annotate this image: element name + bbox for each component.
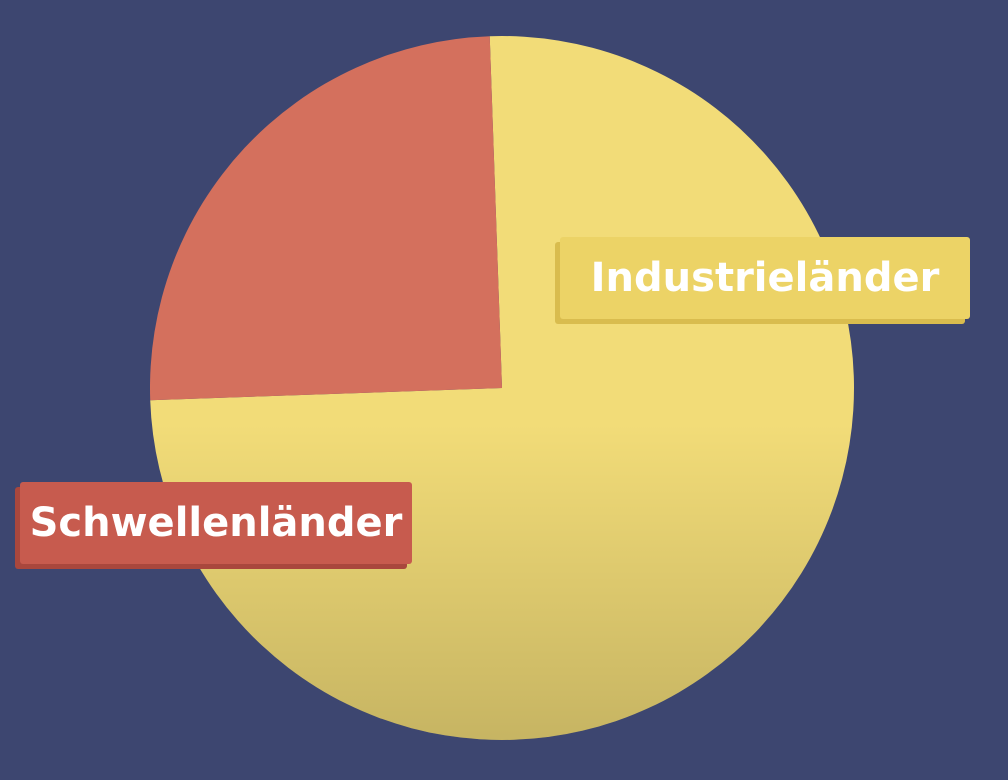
pie-slice-1: [149, 36, 502, 401]
slice-label-schwellenlaender: Schwellenländer: [20, 482, 412, 564]
slice-label-industrielaender: Industrieländer: [560, 237, 970, 319]
